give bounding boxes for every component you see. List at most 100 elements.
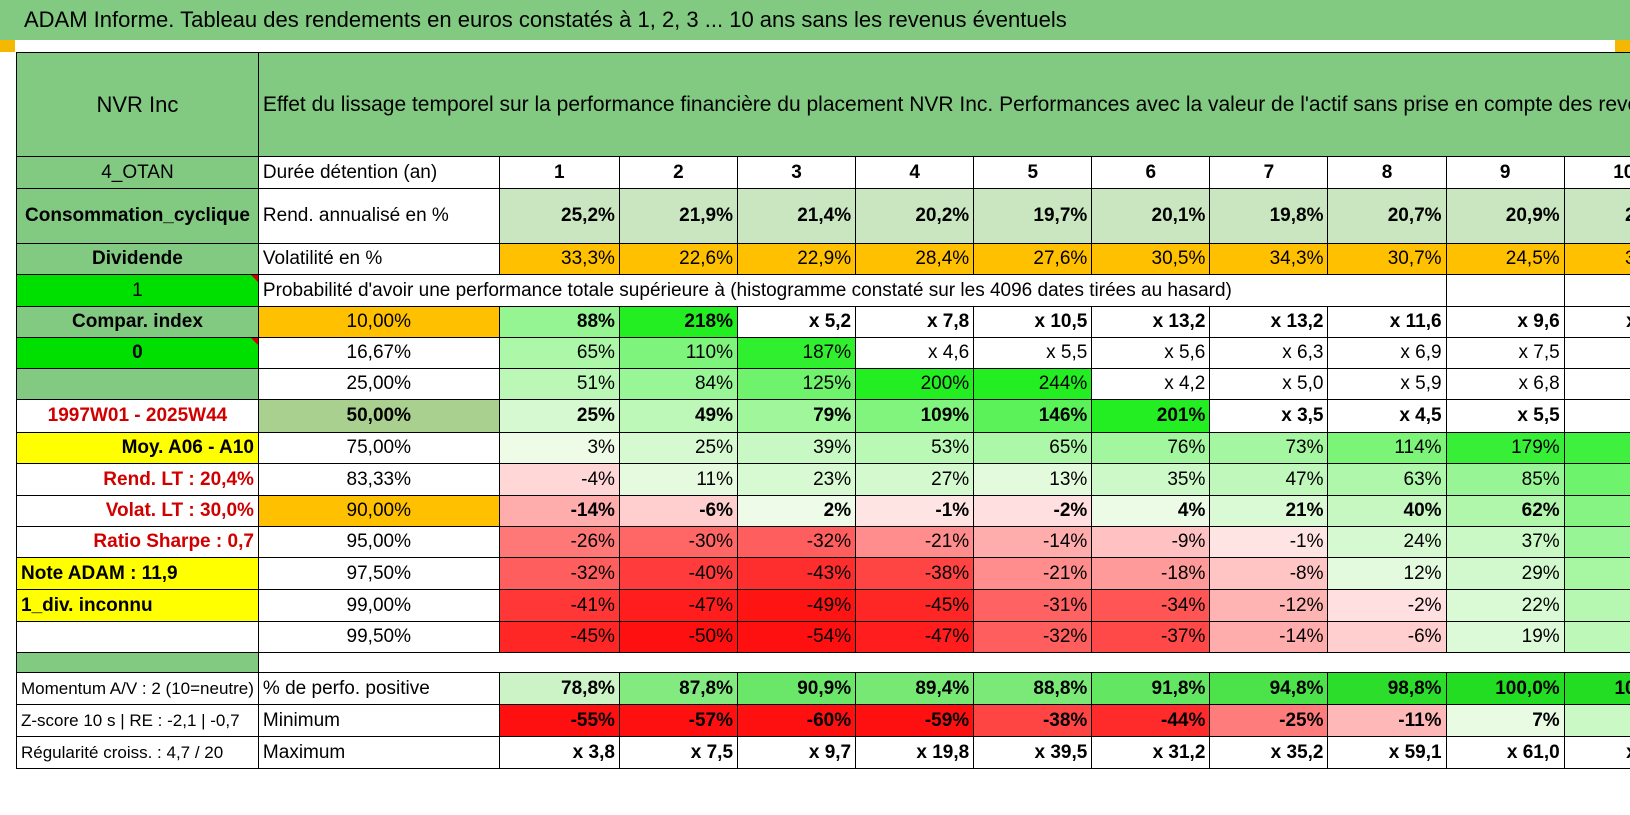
- performance-table: NVR Inc Effet du lissage temporel sur la …: [16, 52, 1630, 769]
- probability-value: x 6,9: [1327, 337, 1447, 369]
- corner-marker-left: [0, 40, 15, 52]
- year-header: 3: [737, 156, 857, 189]
- probability-value: -47%: [618, 589, 739, 622]
- minimum-value: -55%: [498, 704, 620, 737]
- probability-value: -31%: [973, 589, 1093, 622]
- probability-value: 53%: [855, 432, 975, 464]
- probability-threshold: 83,33%: [257, 463, 500, 496]
- positive-value: 98,8%: [1327, 672, 1447, 705]
- probability-value: 85%: [1563, 526, 1630, 558]
- maximum-value: x 39,5: [973, 736, 1093, 769]
- probability-threshold: 75,00%: [257, 432, 500, 464]
- positive-value: 89,4%: [855, 672, 975, 705]
- vol-value: 30,2%: [1563, 243, 1630, 275]
- flag-one: 1: [16, 274, 259, 307]
- regularite-label: Régularité croiss. : 4,7 / 20: [16, 736, 259, 769]
- probability-value: -49%: [737, 589, 857, 622]
- corner-marker-right: [1615, 40, 1630, 52]
- probability-value: x 5,5: [973, 337, 1093, 369]
- probability-value: 4%: [1091, 495, 1211, 527]
- probability-value: 62%: [1445, 495, 1565, 527]
- asset-name: NVR Inc: [16, 52, 259, 157]
- zscore-label: Z-score 10 s | RE : -2,1 | -0,7: [16, 704, 259, 737]
- probability-value: 73%: [1209, 432, 1329, 464]
- sharpe-label: Ratio Sharpe : 0,7: [16, 526, 259, 558]
- vol-value: 27,6%: [973, 243, 1093, 275]
- probability-threshold: 99,00%: [257, 589, 500, 622]
- maximum-value: x 9,7: [737, 736, 857, 769]
- probability-value: 49%: [1563, 621, 1630, 653]
- minimum-value: -60%: [737, 704, 857, 737]
- adam-note-label: Note ADAM : 11,9: [16, 557, 259, 590]
- volat-lt-label: Volat. LT : 30,0%: [16, 495, 259, 527]
- probability-value: -6%: [618, 495, 739, 527]
- maximum-value: x 59,1: [1327, 736, 1447, 769]
- probability-value: 72%: [1563, 557, 1630, 590]
- cell: [1445, 274, 1565, 307]
- probability-value: x 5,2: [737, 306, 857, 338]
- minimum-value: -59%: [855, 704, 975, 737]
- probability-value: -8%: [1209, 557, 1329, 590]
- probability-value: 85%: [1445, 463, 1565, 496]
- probability-value: x 4,5: [1327, 399, 1447, 433]
- maximum-value: x 35,2: [1209, 736, 1329, 769]
- rend-value: 20,9%: [1445, 188, 1565, 244]
- probability-value: -47%: [855, 621, 975, 653]
- probability-value: 12%: [1327, 557, 1447, 590]
- probability-value: 79%: [737, 399, 857, 433]
- table-description: Effet du lissage temporel sur la perform…: [257, 52, 1630, 157]
- positive-value: 88,8%: [973, 672, 1093, 705]
- rend-value: 19,7%: [973, 188, 1093, 244]
- probability-value: 35%: [1091, 463, 1211, 496]
- probability-value: -40%: [618, 557, 739, 590]
- probability-value: 11%: [618, 463, 739, 496]
- probability-value: x 3,5: [1209, 399, 1329, 433]
- year-header: 7: [1209, 156, 1329, 189]
- dividend-label: Dividende: [16, 243, 259, 275]
- asset-code: 4_OTAN: [16, 156, 259, 189]
- probability-value: -2%: [973, 495, 1093, 527]
- rend-value: 19,8%: [1209, 188, 1329, 244]
- probability-value: x 11,6: [1327, 306, 1447, 338]
- probability-value: -50%: [618, 621, 739, 653]
- year-header: 6: [1091, 156, 1211, 189]
- maximum-value: x 3,8: [498, 736, 620, 769]
- vol-value: 33,3%: [498, 243, 620, 275]
- probability-value: 125%: [737, 368, 857, 400]
- probability-value: 29%: [1445, 557, 1565, 590]
- year-header: 5: [973, 156, 1093, 189]
- probability-value: 244%: [973, 368, 1093, 400]
- compar-index-label: Compar. index: [16, 306, 259, 338]
- period-label: 1997W01 - 2025W44: [16, 399, 259, 433]
- vol-value: 22,9%: [737, 243, 857, 275]
- probability-value: 172%: [1563, 432, 1630, 464]
- rend-value: 20,2%: [855, 188, 975, 244]
- probability-value: 49%: [618, 399, 739, 433]
- maximum-value: x 31,2: [1091, 736, 1211, 769]
- vol-value: 30,5%: [1091, 243, 1211, 275]
- year-header: 10: [1563, 156, 1630, 189]
- probability-value: 47%: [1209, 463, 1329, 496]
- probability-value: x 10,5: [973, 306, 1093, 338]
- probability-value: x 5,6: [1091, 337, 1211, 369]
- maximum-value: x 19,8: [855, 736, 975, 769]
- probability-value: 201%: [1091, 399, 1211, 433]
- probability-value: 218%: [618, 306, 739, 338]
- probability-value: -32%: [498, 557, 620, 590]
- minimum-value: 36%: [1563, 704, 1630, 737]
- rend-value: 21,9%: [618, 188, 739, 244]
- minimum-value: -38%: [973, 704, 1093, 737]
- probability-value: 200%: [855, 368, 975, 400]
- cell: [1563, 274, 1630, 307]
- vol-value: 30,7%: [1327, 243, 1447, 275]
- probability-value: -38%: [855, 557, 975, 590]
- rend-label: Rend. annualisé en %: [257, 188, 500, 244]
- maximum-value: x 56,5: [1563, 736, 1630, 769]
- probability-value: 25%: [498, 399, 620, 433]
- probability-value: x 6,8: [1445, 368, 1565, 400]
- vol-value: 24,5%: [1445, 243, 1565, 275]
- probability-value: -32%: [973, 621, 1093, 653]
- probability-value: -9%: [1091, 526, 1211, 558]
- minimum-value: -44%: [1091, 704, 1211, 737]
- probability-threshold: 16,67%: [257, 337, 500, 369]
